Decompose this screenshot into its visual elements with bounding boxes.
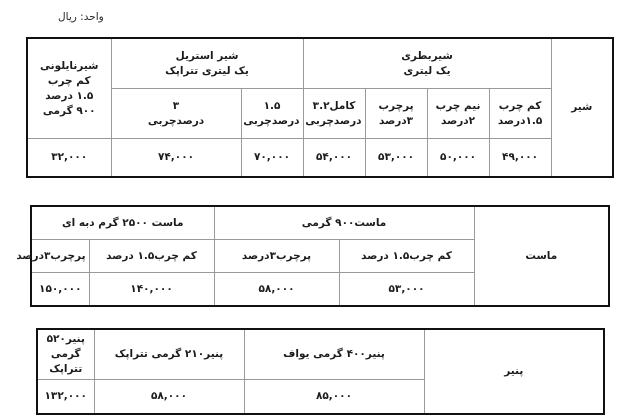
yogurt-price-table: ماست ماست۹۰۰ گرمی ماست ۲۵۰۰ گرم دبه ای ک… <box>16 205 611 307</box>
milk-price-bottle-halffat: ۵۰,۰۰۰ <box>426 138 490 178</box>
milk-price-bottle-lowfat: ۴۹,۰۰۰ <box>488 138 552 178</box>
cheese-price-table: پنیر پنیر۴۰۰ گرمی یواف پنیر۲۱۰ گرمی تترا… <box>36 328 605 415</box>
milk-group-steril-line1: شیر استریل <box>175 49 239 62</box>
milk-col-steril-15: ۱.۵ درصدچربی <box>240 88 304 140</box>
milk-col-bottle-halffat-line1: نیم چرب <box>435 99 481 112</box>
milk-col-bottle-highfat-line1: پرچرب <box>378 99 414 112</box>
milk-price-steril-15: ۷۰,۰۰۰ <box>240 138 304 178</box>
milk-price-bottle-highfat: ۵۳,۰۰۰ <box>364 138 428 178</box>
cheese-price-tetra520: ۱۳۲,۰۰۰ <box>36 378 95 415</box>
milk-col-bottle-highfat: پرچرب ۳درصد <box>364 88 428 140</box>
milk-group-bottle-line1: شیربطری <box>401 49 453 62</box>
milk-price-table: شیر شیربطری یک لیتری شیر استریل یک لیتری… <box>26 37 615 178</box>
milk-group-bottle-line2: یک لیتری <box>403 64 451 77</box>
milk-col-bottle-lowfat-line2: ۱.۵درصد <box>497 114 543 127</box>
yogurt-category-cell: ماست <box>473 205 610 307</box>
cheese-col-tetra210: پنیر۲۱۰ گرمی تتراپک <box>93 328 245 380</box>
yogurt-col-2500-lowfat: کم چرب۱.۵ درصد <box>88 239 215 273</box>
cheese-price-uf400: ۸۵,۰۰۰ <box>243 378 425 415</box>
milk-col-bottle-lowfat-line1: کم چرب <box>498 99 542 112</box>
yogurt-group-2500g: ماست ۲۵۰۰ گرم دبه ای <box>30 205 215 240</box>
yogurt-price-2500-lowfat: ۱۴۰,۰۰۰ <box>88 272 215 307</box>
document-page: واحد: ریال شیر شیربطری یک لیتری شیر استر… <box>16 11 615 415</box>
milk-price-nylon: ۳۲,۰۰۰ <box>26 138 112 178</box>
yogurt-price-900-highfat: ۵۸,۰۰۰ <box>213 272 340 307</box>
milk-price-bottle-full: ۵۴,۰۰۰ <box>302 138 366 178</box>
yogurt-col-900-lowfat: کم چرب۱.۵ درصد <box>338 239 475 273</box>
milk-group-steril-line2: یک لیتری تتراپک <box>165 64 249 77</box>
cheese-col-tetra520: پنیر۵۲۰ گرمی تتراپک <box>36 328 95 380</box>
cheese-col-uf400: پنیر۴۰۰ گرمی یواف <box>243 328 425 380</box>
yogurt-subheader-row: کم چرب۱.۵ درصد پرچرب۳درصد کم چرب۱.۵ درصد… <box>16 239 609 273</box>
yogurt-group-header-row: ماست ماست۹۰۰ گرمی ماست ۲۵۰۰ گرم دبه ای <box>30 205 610 307</box>
milk-group-nylon-line2: کم چرب <box>47 74 91 87</box>
milk-col-bottle-full-line2: درصدچربی <box>305 114 362 127</box>
milk-price-steril-3: ۷۴,۰۰۰ <box>110 138 242 178</box>
yogurt-col-2500-highfat: پرچرب۳درصد <box>16 239 90 273</box>
milk-group-header-row: شیر شیربطری یک لیتری شیر استریل یک لیتری… <box>26 37 614 178</box>
milk-group-nylon-line3: ۱.۵ درصد <box>45 89 94 102</box>
milk-col-steril-15-line2: درصدچربی <box>243 114 300 127</box>
yogurt-price-row: ۵۳,۰۰۰ ۵۸,۰۰۰ ۱۴۰,۰۰۰ ۱۵۰,۰۰۰ <box>30 272 609 307</box>
yogurt-price-2500-highfat: ۱۵۰,۰۰۰ <box>30 272 90 307</box>
milk-category-cell: شیر <box>550 37 614 178</box>
milk-col-bottle-halffat-line2: ۲درصد <box>441 114 476 127</box>
milk-col-steril-3: ۳ درصدچربی <box>110 88 242 140</box>
milk-group-steril: شیر استریل یک لیتری تتراپک <box>110 37 304 90</box>
milk-col-bottle-highfat-line2: ۳درصد <box>379 114 414 127</box>
milk-group-nylon-line1: شیرنایلونی <box>40 59 99 72</box>
milk-group-nylon: شیرنایلونی کم چرب ۱.۵ درصد ۹۰۰ گرمی <box>26 37 112 140</box>
yogurt-col-900-highfat: پرچرب۳درصد <box>213 239 340 273</box>
milk-col-steril-15-line1: ۱.۵ <box>263 99 281 112</box>
milk-col-steril-3-line2: درصدچربی <box>147 114 205 127</box>
yogurt-group-900g: ماست۹۰۰ گرمی <box>213 205 475 240</box>
milk-group-nylon-line4: ۹۰۰ گرمی <box>42 104 96 117</box>
milk-col-steril-3-line1: ۳ <box>172 99 180 112</box>
milk-col-bottle-full: کامل۳.۲ درصدچربی <box>302 88 366 140</box>
cheese-header-row: پنیر پنیر۴۰۰ گرمی یواف پنیر۲۱۰ گرمی تترا… <box>36 328 605 415</box>
yogurt-price-900-lowfat: ۵۳,۰۰۰ <box>338 272 475 307</box>
cheese-category-cell: پنیر <box>423 328 605 415</box>
milk-col-bottle-halffat: نیم چرب ۲درصد <box>426 88 490 140</box>
cheese-price-tetra210: ۵۸,۰۰۰ <box>93 378 245 415</box>
milk-group-bottle: شیربطری یک لیتری <box>302 37 552 90</box>
unit-label: واحد: ریال <box>58 11 104 23</box>
milk-col-bottle-full-line1: کامل۳.۲ <box>312 99 356 112</box>
milk-col-bottle-lowfat: کم چرب ۱.۵درصد <box>488 88 552 140</box>
milk-subheader-row: کم چرب ۱.۵درصد نیم چرب ۲درصد پرچرب ۳درصد… <box>27 88 613 140</box>
milk-price-row: ۴۹,۰۰۰ ۵۰,۰۰۰ ۵۳,۰۰۰ ۵۴,۰۰۰ ۷۰,۰۰۰ ۷۴,۰۰… <box>26 138 613 178</box>
